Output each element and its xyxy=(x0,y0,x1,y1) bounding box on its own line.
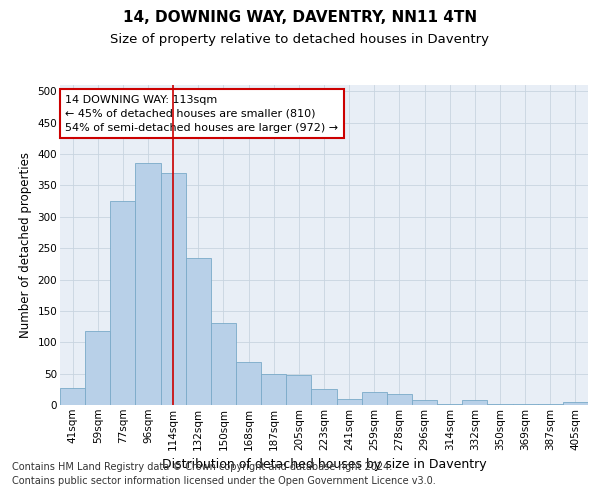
Y-axis label: Number of detached properties: Number of detached properties xyxy=(19,152,32,338)
Bar xyxy=(563,402,588,405)
Text: Contains public sector information licensed under the Open Government Licence v3: Contains public sector information licen… xyxy=(12,476,436,486)
Bar xyxy=(512,404,538,405)
Bar xyxy=(362,392,387,405)
Bar xyxy=(286,375,311,405)
Bar xyxy=(538,404,563,405)
Bar xyxy=(136,164,161,405)
Bar xyxy=(311,390,337,405)
Text: Size of property relative to detached houses in Daventry: Size of property relative to detached ho… xyxy=(110,32,490,46)
Bar xyxy=(487,404,512,405)
Text: 14 DOWNING WAY: 113sqm
← 45% of detached houses are smaller (810)
54% of semi-de: 14 DOWNING WAY: 113sqm ← 45% of detached… xyxy=(65,94,338,132)
Text: 14, DOWNING WAY, DAVENTRY, NN11 4TN: 14, DOWNING WAY, DAVENTRY, NN11 4TN xyxy=(123,10,477,25)
Bar xyxy=(161,173,186,405)
Bar xyxy=(85,331,110,405)
X-axis label: Distribution of detached houses by size in Daventry: Distribution of detached houses by size … xyxy=(161,458,487,471)
Bar xyxy=(412,400,437,405)
Bar xyxy=(110,201,136,405)
Bar xyxy=(211,324,236,405)
Bar xyxy=(60,388,85,405)
Bar xyxy=(236,362,261,405)
Bar xyxy=(337,398,362,405)
Bar xyxy=(261,374,286,405)
Bar xyxy=(186,258,211,405)
Bar xyxy=(437,404,462,405)
Text: Contains HM Land Registry data © Crown copyright and database right 2024.: Contains HM Land Registry data © Crown c… xyxy=(12,462,392,472)
Bar xyxy=(387,394,412,405)
Bar xyxy=(462,400,487,405)
